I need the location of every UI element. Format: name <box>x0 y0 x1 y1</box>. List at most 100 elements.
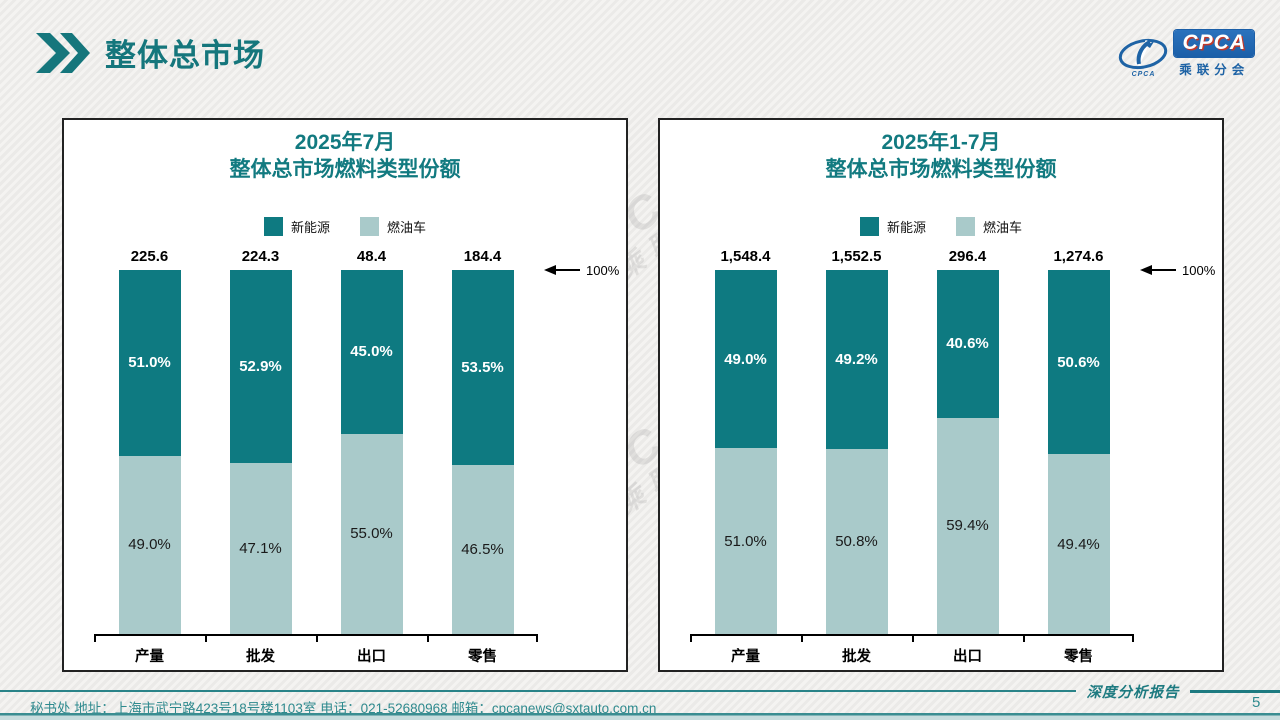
chart-legend: 新能源 燃油车 <box>660 217 1222 236</box>
fuel-segment: 49.4% <box>1047 454 1110 634</box>
category-labels: 产量 批发 出口 零售 <box>94 645 538 666</box>
chart-title-line2: 整体总市场燃料类型份额 <box>825 158 1057 181</box>
category-label: 产量 <box>135 649 164 665</box>
stacked-bar: 50.6% 49.4% <box>1047 270 1110 634</box>
ev-segment: 49.2% <box>825 270 888 450</box>
axis-tick <box>536 636 538 642</box>
ev-segment: 52.9% <box>229 270 292 463</box>
fuel-segment: 47.1% <box>229 462 292 634</box>
bar-column: 1,552.5 49.2% 50.8% <box>801 246 912 634</box>
category-label: 出口 <box>357 649 386 665</box>
legend-item-ev: 新能源 <box>263 217 330 236</box>
report-type-label: 深度分析报告 <box>1086 685 1180 701</box>
legend-swatch-ev <box>263 217 283 236</box>
legend-item-ev: 新能源 <box>859 217 926 236</box>
reference-arrow: 100% <box>1140 263 1215 278</box>
chart-panel-july: 2025年7月 整体总市场燃料类型份额 新能源 燃油车 225.6 51.0% 49… <box>62 118 628 672</box>
bar-total-label: 296.4 <box>948 248 987 265</box>
bar-column: 48.4 45.0% 55.0% <box>316 246 427 634</box>
ev-segment: 45.0% <box>340 270 403 434</box>
category-labels: 产量 批发 出口 零售 <box>690 645 1134 666</box>
stacked-bar: 49.0% 51.0% <box>714 270 777 634</box>
logo-wordmark-box: CPCA <box>1174 30 1254 57</box>
bar-total-label: 1,274.6 <box>1053 248 1104 265</box>
axis-tick <box>316 636 318 642</box>
axis-tick <box>1132 636 1134 642</box>
fuel-segment: 51.0% <box>714 448 777 634</box>
legend-item-fuel: 燃油车 <box>360 217 426 236</box>
ev-segment: 49.0% <box>714 270 777 449</box>
page-number: 5 <box>1252 694 1261 711</box>
cpca-logo: CPCA CPCA 乘联分会 <box>1117 30 1254 78</box>
plot-area: 225.6 51.0% 49.0% 224.3 52.9% 47.1% 48.4 45.0% 5… <box>94 246 538 634</box>
bottom-accent-bar <box>0 713 1280 720</box>
logo-ellipse-icon <box>1119 38 1168 70</box>
x-axis <box>690 634 1134 642</box>
legend-label-ev: 新能源 <box>290 220 330 235</box>
arrow-line <box>1152 269 1176 271</box>
ev-segment: 53.5% <box>451 270 514 465</box>
bar-total-label: 1,548.4 <box>720 248 771 265</box>
bar-total-label: 224.3 <box>241 248 280 265</box>
axis-tick <box>690 636 692 642</box>
stacked-bar: 53.5% 46.5% <box>451 270 514 634</box>
chart-legend: 新能源 燃油车 <box>64 217 626 236</box>
reference-label: 100% <box>586 262 620 278</box>
arrow-head-icon <box>544 265 556 275</box>
bar-column: 1,548.4 49.0% 51.0% <box>690 246 801 634</box>
bar-total-label: 184.4 <box>463 248 502 265</box>
chart-title-line1: 2025年1-7月 <box>881 131 1001 154</box>
legend-swatch-ev <box>859 217 879 236</box>
legend-label-fuel: 燃油车 <box>983 220 1023 235</box>
axis-tick <box>1023 636 1025 642</box>
axis-tick <box>801 636 803 642</box>
category-label: 批发 <box>246 649 275 665</box>
chart-title: 2025年1-7月 整体总市场燃料类型份额 <box>660 129 1222 183</box>
category-label: 产量 <box>731 649 760 665</box>
category-label: 批发 <box>842 649 871 665</box>
bar-total-label: 1,552.5 <box>831 248 882 265</box>
legend-item-fuel: 燃油车 <box>956 217 1022 236</box>
ev-segment: 51.0% <box>118 270 181 456</box>
stacked-bar: 49.2% 50.8% <box>825 270 888 634</box>
ev-segment: 40.6% <box>936 270 999 418</box>
fuel-segment: 59.4% <box>936 417 999 634</box>
arrow-head-icon <box>1140 265 1152 275</box>
legend-swatch-fuel <box>360 217 379 236</box>
fuel-segment: 46.5% <box>451 464 514 634</box>
category-label: 零售 <box>1064 649 1093 665</box>
footer-divider-right <box>1190 690 1280 693</box>
arrow-line <box>556 269 580 271</box>
bar-column: 225.6 51.0% 49.0% <box>94 246 205 634</box>
chart-title-line1: 2025年7月 <box>294 131 396 154</box>
stacked-bar: 52.9% 47.1% <box>229 270 292 634</box>
chart-title: 2025年7月 整体总市场燃料类型份额 <box>64 129 626 183</box>
chart-panel-jan-jul: 2025年1-7月 整体总市场燃料类型份额 新能源 燃油车 1,548.4 49.… <box>658 118 1224 672</box>
category-label: 出口 <box>953 649 982 665</box>
logo-subtitle: 乘联分会 <box>1179 63 1250 77</box>
category-label: 零售 <box>468 649 497 665</box>
stacked-bar: 51.0% 49.0% <box>118 270 181 634</box>
fuel-segment: 55.0% <box>340 433 403 634</box>
axis-tick <box>94 636 96 642</box>
header: 整体总市场 <box>34 30 265 75</box>
bar-total-label: 225.6 <box>130 248 169 265</box>
bar-column: 296.4 40.6% 59.4% <box>912 246 1023 634</box>
axis-tick <box>912 636 914 642</box>
logo-mini-wordmark: CPCA <box>1131 71 1156 78</box>
legend-label-ev: 新能源 <box>886 220 926 235</box>
bar-total-label: 48.4 <box>356 248 387 265</box>
ev-segment: 50.6% <box>1047 270 1110 455</box>
double-chevron-icon <box>36 32 90 73</box>
page-title: 整体总市场 <box>105 38 265 73</box>
legend-swatch-fuel <box>956 217 975 236</box>
reference-arrow: 100% <box>544 262 620 278</box>
footer-divider-left <box>0 690 1076 692</box>
bar-column: 184.4 53.5% 46.5% <box>427 246 538 634</box>
x-axis <box>94 634 538 642</box>
axis-tick <box>205 636 207 642</box>
stacked-bar: 45.0% 55.0% <box>340 270 403 634</box>
bar-column: 224.3 52.9% 47.1% <box>205 246 316 634</box>
fuel-segment: 49.0% <box>118 455 181 634</box>
